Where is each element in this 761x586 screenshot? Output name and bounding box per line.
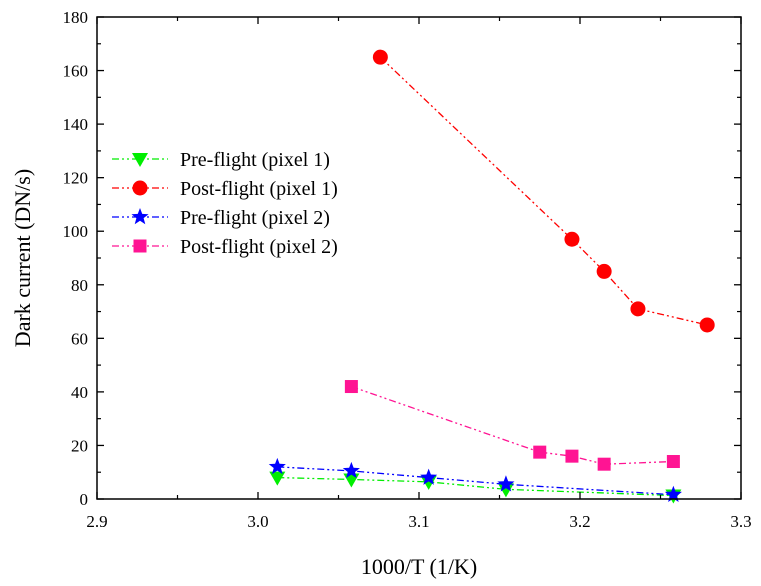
x-tick-label: 3.1 bbox=[408, 512, 429, 531]
legend-label: Post-flight (pixel 1) bbox=[180, 178, 338, 200]
y-tick-label: 80 bbox=[71, 276, 88, 295]
y-tick-label: 120 bbox=[63, 169, 89, 188]
series-2 bbox=[372, 49, 715, 333]
legend-item: Post-flight (pixel 1) bbox=[112, 178, 338, 200]
series-3 bbox=[268, 457, 682, 502]
y-tick-label: 180 bbox=[63, 8, 89, 27]
data-point bbox=[565, 449, 579, 463]
legend-swatch-marker bbox=[133, 239, 147, 253]
data-point bbox=[420, 475, 437, 490]
data-point bbox=[596, 263, 612, 279]
legend-swatch-marker bbox=[132, 180, 148, 196]
x-tick-label: 2.9 bbox=[86, 512, 107, 531]
series-line bbox=[277, 466, 674, 496]
data-point bbox=[597, 457, 611, 471]
data-point bbox=[269, 471, 286, 486]
series-line bbox=[379, 56, 708, 326]
y-tick-label: 60 bbox=[71, 329, 88, 348]
data-point bbox=[666, 455, 680, 469]
data-point bbox=[344, 380, 358, 394]
legend-swatch-marker bbox=[132, 153, 148, 167]
legend-item: Post-flight (pixel 2) bbox=[112, 236, 338, 258]
legend-item: Pre-flight (pixel 1) bbox=[112, 149, 330, 171]
y-tick-label: 0 bbox=[80, 490, 89, 509]
series-line bbox=[277, 476, 674, 497]
legend-swatch-marker bbox=[131, 208, 149, 225]
x-axis-title: 1000/T (1/K) bbox=[361, 554, 477, 579]
data-point bbox=[268, 457, 286, 475]
legend-label: Pre-flight (pixel 2) bbox=[180, 207, 330, 229]
data-point bbox=[497, 475, 515, 492]
legend: Pre-flight (pixel 1) Post-flight (pixel 1… bbox=[112, 149, 338, 258]
data-point bbox=[497, 483, 514, 498]
y-axis-title: Dark current (DN/s) bbox=[10, 169, 35, 347]
y-tick-label: 140 bbox=[63, 115, 89, 134]
data-point bbox=[372, 49, 388, 65]
data-point bbox=[342, 461, 360, 479]
data-point bbox=[630, 301, 646, 317]
data-point bbox=[664, 485, 682, 502]
y-tick-label: 20 bbox=[71, 436, 88, 455]
x-tick-label: 3.0 bbox=[247, 512, 268, 531]
series-4 bbox=[344, 380, 680, 471]
legend-item: Pre-flight (pixel 2) bbox=[112, 207, 330, 229]
axis-ticks: 2.9 3.0 3.1 3.2 3.3 0 20 40 60 80 100 120 140 160 180 bbox=[63, 8, 752, 531]
x-tick-label: 3.2 bbox=[569, 512, 590, 531]
data-point bbox=[699, 317, 715, 333]
plot-frame bbox=[96, 16, 742, 500]
series-line bbox=[351, 385, 674, 465]
x-tick-label: 3.3 bbox=[730, 512, 751, 531]
data-point bbox=[564, 231, 580, 247]
y-tick-label: 40 bbox=[71, 383, 88, 402]
legend-label: Post-flight (pixel 2) bbox=[180, 236, 338, 258]
y-tick-label: 160 bbox=[63, 62, 89, 81]
data-point bbox=[533, 445, 547, 459]
plot-marks bbox=[268, 49, 715, 504]
legend-label: Pre-flight (pixel 1) bbox=[180, 149, 330, 171]
data-point bbox=[343, 473, 360, 488]
data-point bbox=[420, 468, 438, 485]
y-tick-label: 100 bbox=[63, 222, 89, 241]
